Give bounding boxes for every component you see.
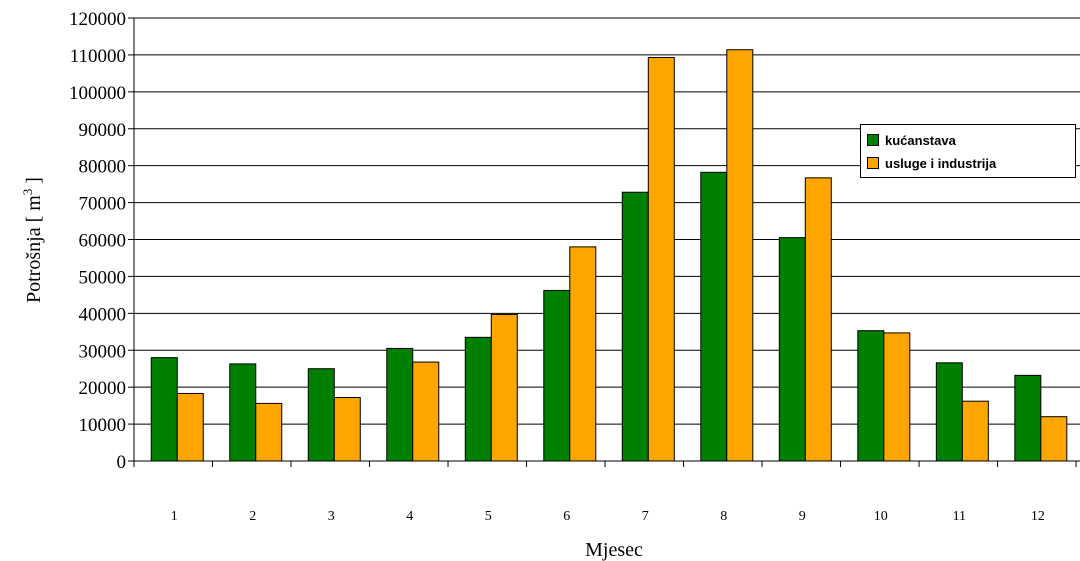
bar-kucanstava-7 (621, 191, 649, 462)
x-axis-label: Mjesec (585, 539, 643, 561)
y-tick-label-30000: 30000 (79, 341, 127, 362)
bar-usluge-1 (176, 392, 204, 462)
y-axis-label-closing: ] (23, 177, 45, 189)
x-tick-label-10: 10 (874, 509, 888, 524)
legend-item-usluge: usluge i industrija (867, 154, 996, 172)
bar-usluge-4 (412, 361, 440, 462)
x-tick-label-9: 9 (799, 509, 806, 524)
y-axis-label-text: Potrošnja [ m (23, 195, 45, 303)
bar-kucanstava-6 (543, 289, 571, 462)
bar-usluge-9 (804, 177, 832, 462)
legend-swatch-kucanstava (867, 134, 879, 146)
bar-usluge-11 (961, 400, 989, 462)
legend-label-kucanstava: kućanstava (885, 132, 956, 148)
bars (150, 49, 1068, 462)
bar-usluge-7 (647, 57, 675, 462)
bar-usluge-12 (1040, 416, 1068, 462)
bar-kucanstava-4 (386, 347, 414, 462)
bar-kucanstava-9 (778, 237, 806, 462)
bar-kucanstava-8 (700, 171, 728, 462)
bar-usluge-5 (490, 313, 518, 462)
bar-usluge-10 (883, 332, 911, 462)
x-tick-label-4: 4 (406, 509, 413, 524)
y-axis-label-superscript: 3 (20, 189, 35, 196)
bar-kucanstava-5 (464, 336, 492, 462)
x-tick-label-11: 11 (953, 509, 966, 524)
y-tick-label-0: 0 (117, 452, 127, 473)
grid-lines (134, 17, 1080, 425)
x-tick-label-7: 7 (642, 509, 649, 524)
y-tick-label-20000: 20000 (79, 378, 127, 399)
bar-kucanstava-2 (229, 363, 257, 462)
y-tick-label-90000: 90000 (79, 120, 127, 141)
bar-kucanstava-10 (857, 330, 885, 462)
y-tick-label-40000: 40000 (79, 304, 127, 325)
y-tick-label-80000: 80000 (79, 157, 127, 178)
x-tick-label-1: 1 (171, 509, 178, 524)
y-tick-label-10000: 10000 (79, 415, 127, 436)
y-tick-label-110000: 110000 (70, 46, 126, 67)
bar-usluge-3 (333, 397, 361, 462)
bar-kucanstava-12 (1014, 374, 1042, 462)
x-tick-label-12: 12 (1031, 509, 1045, 524)
x-tick-label-6: 6 (563, 509, 570, 524)
y-tick-label-60000: 60000 (79, 231, 127, 252)
x-tick-label-3: 3 (328, 509, 335, 524)
y-tick-label-50000: 50000 (79, 267, 127, 288)
bar-kucanstava-3 (307, 368, 335, 462)
y-tick-label-100000: 100000 (69, 83, 126, 104)
y-tick-label-120000: 120000 (69, 9, 126, 30)
legend-swatch-usluge (867, 157, 879, 169)
legend: kućanstava usluge i industrija (860, 124, 1076, 178)
bar-usluge-2 (255, 402, 283, 462)
y-tick-label-70000: 70000 (79, 194, 127, 215)
axes (128, 17, 1080, 467)
legend-label-usluge: usluge i industrija (885, 155, 997, 171)
y-axis-label: Potrošnja [ m3 ] (20, 177, 45, 303)
bar-kucanstava-1 (150, 357, 178, 462)
x-tick-label-2: 2 (249, 509, 256, 524)
bar-kucanstava-11 (935, 362, 963, 462)
bar-usluge-6 (569, 246, 597, 462)
legend-item-kucanstava: kućanstava (867, 131, 956, 149)
bar-usluge-8 (726, 49, 754, 462)
x-tick-label-5: 5 (485, 509, 492, 524)
x-tick-label-8: 8 (720, 509, 727, 524)
x-tick-labels: 1 2 3 4 5 6 7 8 9 10 11 12 (171, 509, 1045, 524)
y-tick-labels: 0 10000 20000 30000 40000 50000 60000 70000 8000… (69, 9, 126, 473)
